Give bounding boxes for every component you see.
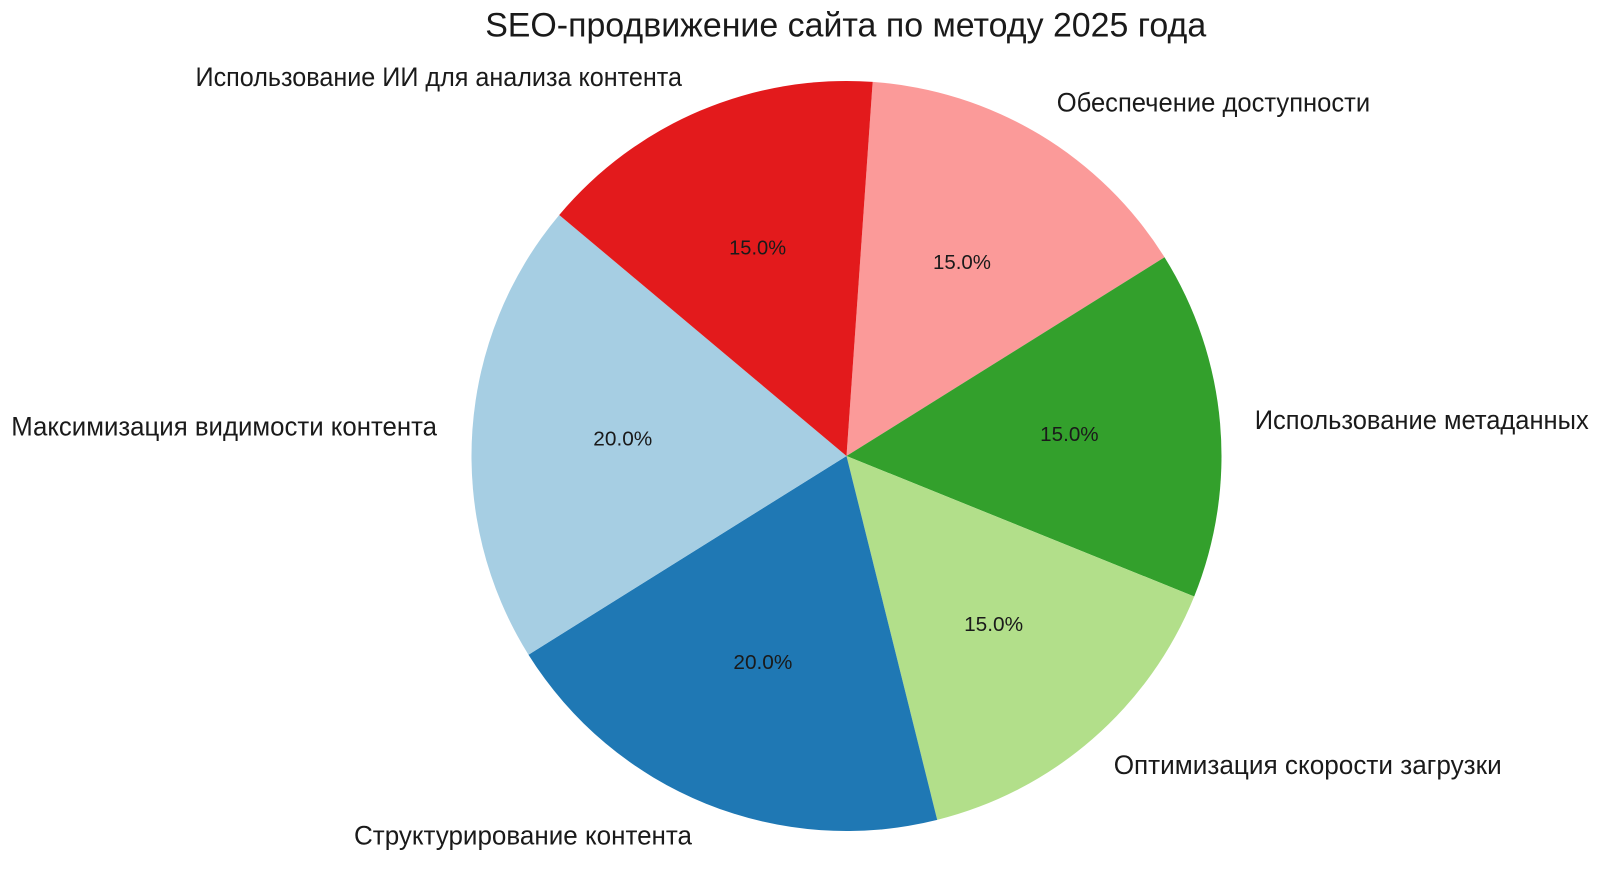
svg-text:15.0%: 15.0% [964,614,1023,636]
svg-text:Использование ИИ для анализа к: Использование ИИ для анализа контента [196,62,683,92]
svg-text:15.0%: 15.0% [729,237,786,259]
svg-text:Максимизация видимости контент: Максимизация видимости контента [11,411,437,441]
svg-text:20.0%: 20.0% [733,652,792,674]
svg-text:Обеспечение доступности: Обеспечение доступности [1057,88,1371,118]
svg-text:Оптимизация скорости загрузки: Оптимизация скорости загрузки [1114,750,1502,780]
svg-text:Использование метаданных: Использование метаданных [1255,405,1589,435]
svg-text:SEO-продвижение сайта по метод: SEO-продвижение сайта по методу 2025 год… [485,6,1206,44]
svg-text:15.0%: 15.0% [933,252,991,274]
svg-text:20.0%: 20.0% [593,429,652,451]
svg-text:15.0%: 15.0% [1040,424,1099,446]
svg-text:Структурирование контента: Структурирование контента [354,820,692,850]
